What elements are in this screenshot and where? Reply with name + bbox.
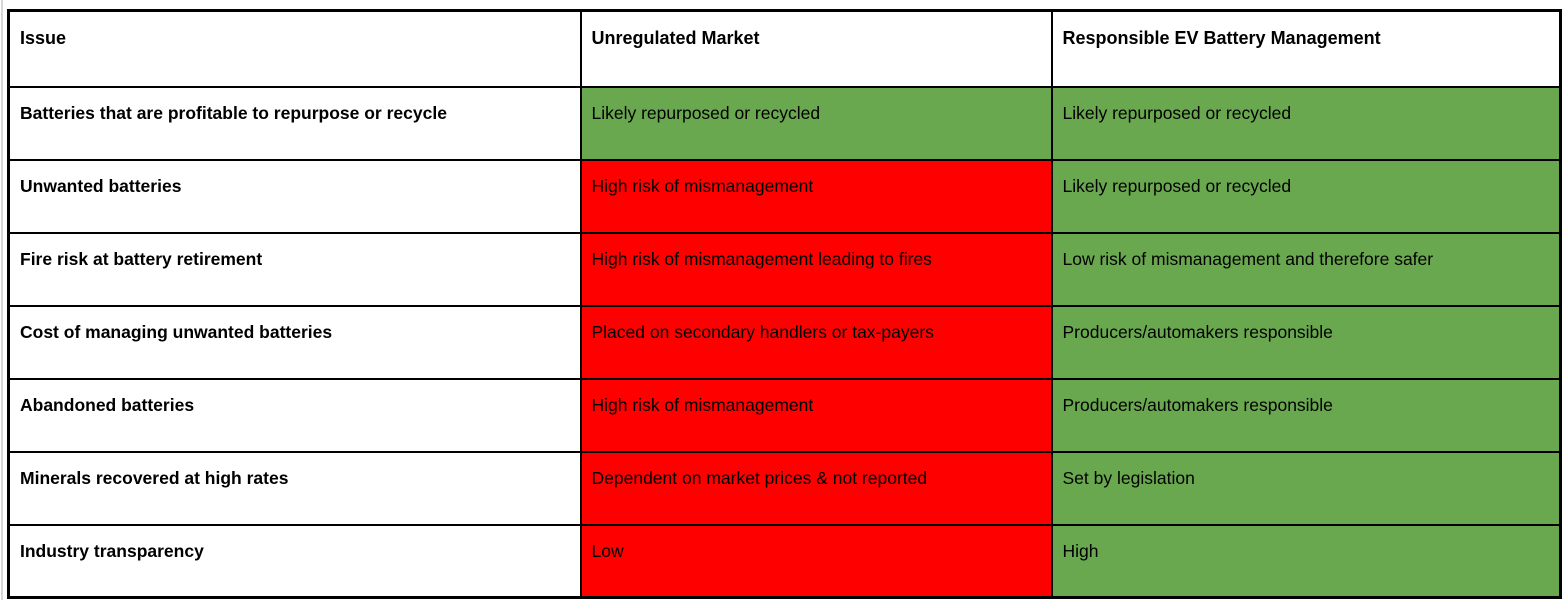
issue-cell: Abandoned batteries — [7, 377, 582, 453]
issue-cell: Industry transparency — [7, 523, 582, 599]
table-row: Fire risk at battery retirement High ris… — [7, 231, 1562, 307]
table-row: Batteries that are profitable to repurpo… — [7, 85, 1562, 161]
table-row: Minerals recovered at high rates Depende… — [7, 450, 1562, 526]
issue-cell: Batteries that are profitable to repurpo… — [7, 85, 582, 161]
responsible-cell: Likely repurposed or recycled — [1050, 85, 1562, 161]
issue-cell: Unwanted batteries — [7, 158, 582, 234]
table-header-row: Issue Unregulated Market Responsible EV … — [7, 9, 1562, 88]
responsible-cell: Producers/automakers responsible — [1050, 304, 1562, 380]
table-row: Cost of managing unwanted batteries Plac… — [7, 304, 1562, 380]
issue-cell: Cost of managing unwanted batteries — [7, 304, 582, 380]
unregulated-cell: Dependent on market prices & not reporte… — [579, 450, 1053, 526]
responsible-cell: Producers/automakers responsible — [1050, 377, 1562, 453]
responsible-cell: Low risk of mismanagement and therefore … — [1050, 231, 1562, 307]
ev-battery-comparison-table: Issue Unregulated Market Responsible EV … — [7, 9, 1562, 599]
column-header-responsible-management: Responsible EV Battery Management — [1050, 9, 1562, 88]
issue-cell: Minerals recovered at high rates — [7, 450, 582, 526]
unregulated-cell: High risk of mismanagement leading to fi… — [579, 231, 1053, 307]
unregulated-cell: High risk of mismanagement — [579, 377, 1053, 453]
column-header-issue: Issue — [7, 9, 582, 88]
unregulated-cell: Likely repurposed or recycled — [579, 85, 1053, 161]
responsible-cell: Set by legislation — [1050, 450, 1562, 526]
unregulated-cell: Low — [579, 523, 1053, 599]
table-row: Abandoned batteries High risk of mismana… — [7, 377, 1562, 453]
unregulated-cell: High risk of mismanagement — [579, 158, 1053, 234]
issue-cell: Fire risk at battery retirement — [7, 231, 582, 307]
unregulated-cell: Placed on secondary handlers or tax-paye… — [579, 304, 1053, 380]
column-header-unregulated-market: Unregulated Market — [579, 9, 1053, 88]
table-row: Unwanted batteries High risk of mismanag… — [7, 158, 1562, 234]
table-row: Industry transparency Low High — [7, 523, 1562, 599]
responsible-cell: Likely repurposed or recycled — [1050, 158, 1562, 234]
responsible-cell: High — [1050, 523, 1562, 599]
page-edge-line — [1, 0, 3, 600]
